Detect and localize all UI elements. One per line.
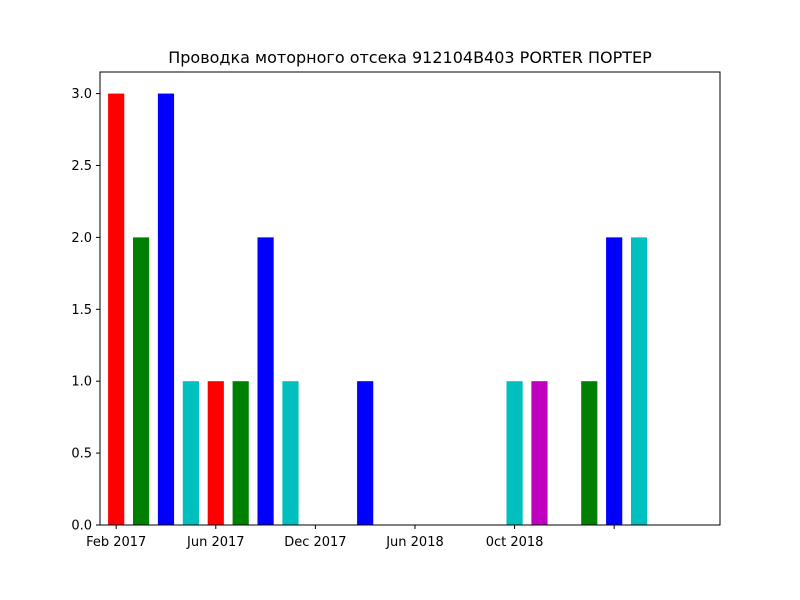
x-tick-label: Feb 2017 <box>86 535 146 550</box>
x-tick-label: Jun 2017 <box>186 535 245 550</box>
y-tick-label: 3.0 <box>71 87 92 102</box>
bar-3 <box>182 381 199 525</box>
bar-6 <box>257 237 274 525</box>
y-tick-label: 2.0 <box>71 231 92 246</box>
y-tick-label: 1.5 <box>71 303 92 318</box>
y-tick-label: 0.5 <box>71 447 92 462</box>
bar-10 <box>531 381 548 525</box>
chart-title: Проводка моторного отсека 912104B403 POR… <box>168 48 652 67</box>
bar-13 <box>630 237 648 525</box>
bar-4 <box>207 381 224 525</box>
bar-12 <box>606 237 623 525</box>
y-axis: 0.0 0.5 1.0 1.5 2.0 2.5 3.0 <box>71 87 100 534</box>
bar-0 <box>108 93 125 525</box>
plot-frame <box>99 71 721 526</box>
x-tick-label: 0ct 2018 <box>486 535 544 550</box>
bar-11 <box>581 381 598 525</box>
bar-8 <box>357 381 374 525</box>
y-tick-label: 0.0 <box>71 519 92 534</box>
bar-7 <box>282 381 299 525</box>
x-tick-label: Jun 2018 <box>385 535 444 550</box>
bar-2 <box>157 93 175 525</box>
x-axis: Feb 2017 Jun 2017 Dec 2017 Jun 2018 0ct 2018 <box>86 525 615 550</box>
bar-1 <box>132 237 150 525</box>
bars-group <box>108 93 648 525</box>
y-tick-label: 1.0 <box>71 375 92 390</box>
x-tick-label: Dec 2017 <box>284 535 346 550</box>
bar-9 <box>506 381 523 525</box>
y-tick-label: 2.5 <box>71 159 92 174</box>
bar-5 <box>232 381 249 525</box>
